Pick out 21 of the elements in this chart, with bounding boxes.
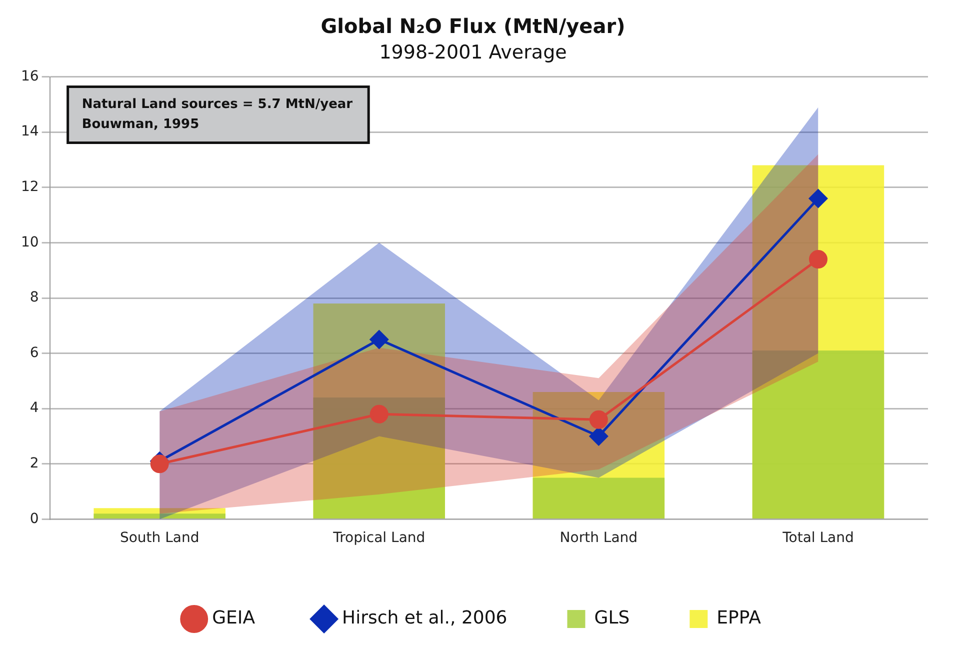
- x-tick-label: North Land: [560, 530, 638, 546]
- y-tick-label: 10: [20, 234, 39, 250]
- y-tick-label: 6: [30, 344, 39, 361]
- y-tick-label: 12: [20, 179, 39, 196]
- chart-title: Global N₂O Flux (MtN/year): [320, 14, 626, 38]
- legend-label: GLS: [594, 608, 630, 629]
- chart-subtitle: 1998-2001 Average: [379, 41, 567, 64]
- annotation: Natural Land sources = 5.7 MtN/year: [82, 97, 354, 112]
- y-tick-label: 2: [30, 456, 39, 472]
- y-tick-label: 4: [30, 400, 39, 416]
- y-tick-label: 14: [20, 124, 39, 140]
- y-tick-label: 8: [30, 290, 39, 306]
- annotation: Bouwman, 1995: [82, 117, 200, 132]
- x-tick-label: South Land: [120, 530, 200, 546]
- legend-label: Hirsch et al., 2006: [342, 608, 508, 629]
- y-tick-label: 0: [30, 510, 39, 527]
- legend-label: EPPA: [716, 608, 762, 629]
- x-tick-label: Tropical Land: [332, 530, 426, 546]
- y-tick-label: 16: [20, 68, 39, 84]
- x-tick-label: Total Land: [782, 530, 854, 546]
- legend-label: GEIA: [212, 608, 256, 629]
